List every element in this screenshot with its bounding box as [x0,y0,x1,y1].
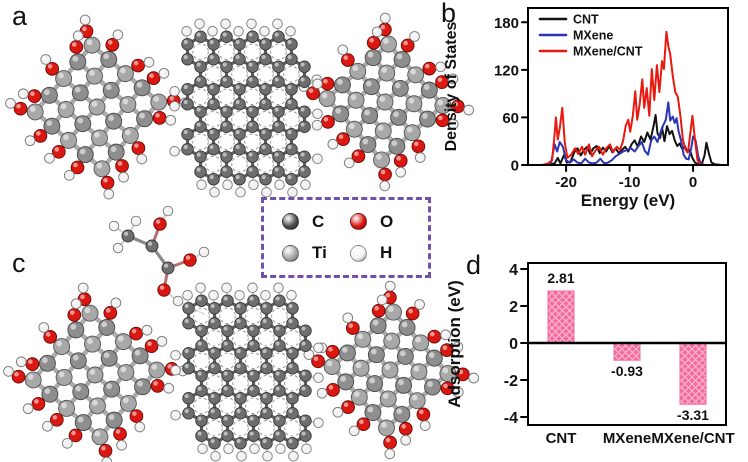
svg-text:0: 0 [509,336,518,353]
atom-symbol-label: Ti [312,243,327,263]
dos-line-chart: 0 60 120 180 -20 -10 0 Energy (eV) Density of St… [443,7,729,210]
legend-item-carbon: C [282,212,350,232]
svg-text:Adsorption (eV): Adsorption (eV) [445,280,464,408]
svg-text:120: 120 [494,62,519,79]
legend-item-hydrogen: H [350,243,418,263]
svg-text:MXene/CNT: MXene/CNT [651,430,734,447]
atom-symbol-label: O [380,211,394,231]
svg-text:180: 180 [494,15,519,32]
svg-text:-2: -2 [504,373,518,390]
panel-label-d: d [466,250,482,280]
legend-item-oxygen: O [350,212,418,232]
svg-text:-3.31: -3.31 [677,407,709,423]
svg-text:-0.93: -0.93 [611,363,643,379]
mxene-slab [303,280,480,460]
atom-color-legend: C O Ti H [261,197,431,278]
svg-text:Density of States: Density of States [443,21,460,151]
hydrogen-atom-icon [350,244,367,262]
panel-label-c: c [12,248,26,278]
svg-text:Energy (eV): Energy (eV) [581,191,675,210]
panel-label-b: b [441,0,457,28]
titanium-atom-icon [282,244,299,262]
svg-text:4: 4 [509,262,518,279]
svg-text:MXene: MXene [573,29,613,43]
svg-text:MXene: MXene [603,430,651,447]
svg-text:CNT: CNT [546,430,577,447]
legend-item-titanium: Ti [282,243,350,263]
svg-text:0: 0 [689,174,697,191]
mxene-slab [298,12,475,192]
carbon-nanotube [169,18,323,198]
carbon-atom-icon [282,213,299,231]
svg-text:2: 2 [509,299,518,316]
atom-symbol-label: C [312,211,325,231]
adsorbed-molecule [108,205,210,315]
atom-symbol-label: H [380,243,393,263]
carbon-nanotube [170,282,324,462]
svg-text:MXene/CNT: MXene/CNT [573,45,643,59]
panel-c-mxene-cnt-adsorbed-structure [3,205,480,462]
svg-text:2.81: 2.81 [547,270,574,286]
panel-label-a: a [12,1,28,31]
svg-text:-20: -20 [555,174,577,191]
svg-text:60: 60 [502,110,519,127]
mxene-slab [3,282,189,462]
svg-text:CNT: CNT [573,13,599,27]
svg-text:0: 0 [511,158,519,175]
svg-text:-10: -10 [619,174,641,191]
adsorption-bar-chart: -4 -2 0 2 4 Adsorption (eV) 2.81 -0.93 -3.31 CNT M… [445,262,735,447]
svg-text:-4: -4 [504,410,518,427]
panel-a-mxene-cnt-structure [5,12,475,200]
mxene-slab [5,14,191,200]
oxygen-atom-icon [350,213,367,231]
